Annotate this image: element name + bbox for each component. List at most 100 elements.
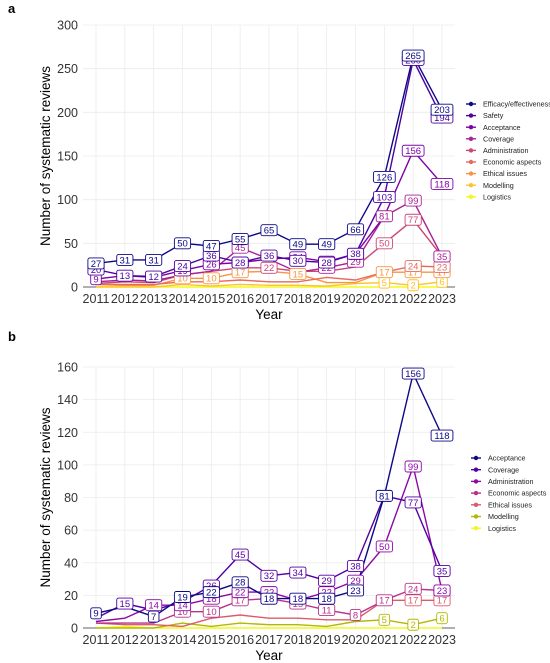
x-tick-label: 2011 <box>83 633 110 647</box>
x-tick-label: 2012 <box>111 292 139 306</box>
data-label-box <box>231 256 249 269</box>
data-label: 30 <box>293 256 304 267</box>
data-label: 6 <box>439 277 444 288</box>
data-label-box <box>116 269 134 282</box>
data-label-box <box>116 597 134 610</box>
data-label: 28 <box>321 258 332 269</box>
y-tick-label: 50 <box>64 237 78 251</box>
data-label: 34 <box>293 568 304 579</box>
data-label-box <box>407 618 419 631</box>
data-label-box <box>372 191 396 203</box>
data-label: 32 <box>264 571 275 582</box>
data-label: 7 <box>151 612 156 623</box>
legend-key-dot <box>473 526 479 531</box>
data-label-box <box>375 489 393 502</box>
data-label: 24 <box>408 261 419 272</box>
legend-label: Acceptance <box>488 454 526 463</box>
data-label-box <box>147 610 160 623</box>
x-tick-label: 2023 <box>428 633 456 647</box>
data-label: 17 <box>379 596 390 607</box>
legend-key-dot <box>468 136 474 141</box>
data-label: 18 <box>293 594 304 605</box>
x-tick-label: 2022 <box>399 292 427 306</box>
x-tick-label: 2018 <box>284 633 312 647</box>
data-label: 19 <box>177 592 188 603</box>
data-label: 31 <box>120 255 131 266</box>
data-label: 45 <box>235 243 246 254</box>
legend-key-dot <box>473 514 479 519</box>
data-label: 81 <box>379 212 390 223</box>
data-label-box <box>372 171 396 183</box>
x-tick-label: 2023 <box>428 292 456 306</box>
panel-letter: b <box>8 329 16 344</box>
data-label: 203 <box>434 105 450 116</box>
data-label-box <box>433 584 451 597</box>
data-label: 65 <box>264 226 275 237</box>
x-tick-label: 2012 <box>111 633 139 647</box>
data-label-box <box>433 564 451 577</box>
legend-key-dot <box>468 183 474 188</box>
data-label-box <box>404 260 422 272</box>
y-tick-label: 80 <box>64 491 78 505</box>
legend-label: Modelling <box>483 181 514 190</box>
legend-label: Acceptance <box>483 123 521 132</box>
legend-key-dot <box>473 467 479 472</box>
data-label-box <box>433 250 451 263</box>
data-label-box <box>404 496 422 509</box>
data-label-box <box>202 272 220 285</box>
data-label: 28 <box>235 258 246 269</box>
x-axis-title: Year <box>255 307 283 322</box>
y-tick-label: 200 <box>57 106 78 120</box>
x-tick-label: 2011 <box>83 292 110 306</box>
data-label: 77 <box>408 215 419 226</box>
data-label: 24 <box>408 584 419 595</box>
data-label-box <box>231 233 249 245</box>
data-label-box <box>145 270 163 283</box>
x-tick-label: 2015 <box>197 633 225 647</box>
data-label: 17 <box>379 268 390 279</box>
data-label: 156 <box>405 146 421 157</box>
legend-label: Efficacy/effectiveness <box>483 100 550 109</box>
legend-label: Economic aspects <box>483 158 542 167</box>
data-label-box <box>289 267 307 280</box>
y-tick-label: 0 <box>71 281 78 295</box>
x-tick-label: 2022 <box>399 633 427 647</box>
data-label: 5 <box>382 615 387 626</box>
data-label: 156 <box>405 369 421 380</box>
data-label: 10 <box>206 274 217 285</box>
y-tick-label: 20 <box>64 589 78 603</box>
x-tick-label: 2015 <box>197 292 225 306</box>
data-label: 20 <box>91 265 102 276</box>
data-label: 11 <box>322 605 332 616</box>
data-label-box <box>401 367 425 380</box>
data-label-box <box>318 592 336 605</box>
data-label-box <box>375 237 393 250</box>
x-axis-title: Year <box>255 648 283 663</box>
data-label: 9 <box>93 275 98 286</box>
data-label: 38 <box>350 249 361 260</box>
y-axis-title: Number of systematic reviews <box>38 66 53 246</box>
data-label: 49 <box>321 240 332 251</box>
legend-label: Coverage <box>488 465 519 474</box>
data-label: 38 <box>350 561 361 572</box>
data-label: 36 <box>206 251 217 262</box>
y-tick-label: 40 <box>64 556 78 570</box>
data-label: 27 <box>91 259 102 270</box>
data-label-box <box>145 253 163 266</box>
data-label-box <box>173 591 192 603</box>
data-label: 18 <box>264 594 275 605</box>
data-label-box <box>318 238 336 251</box>
data-label-box <box>346 247 365 260</box>
data-label: 23 <box>437 262 448 273</box>
x-tick-label: 2016 <box>226 633 254 647</box>
data-label-box <box>346 223 365 236</box>
data-label-box <box>378 613 391 626</box>
x-tick-label: 2019 <box>313 292 341 306</box>
data-label-box <box>90 607 102 620</box>
data-label: 45 <box>235 550 246 561</box>
data-label-box <box>404 213 422 226</box>
legend-label: Ethical issues <box>483 169 527 178</box>
x-tick-label: 2021 <box>370 633 398 647</box>
